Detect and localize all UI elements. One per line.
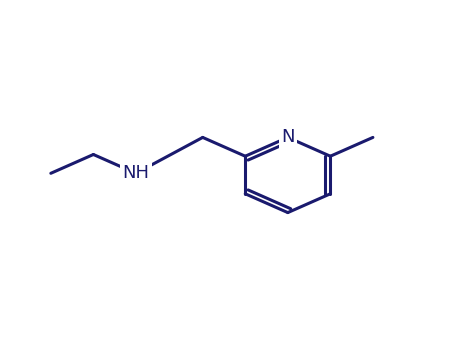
Text: N: N [281,128,294,146]
Text: NH: NH [122,164,149,182]
